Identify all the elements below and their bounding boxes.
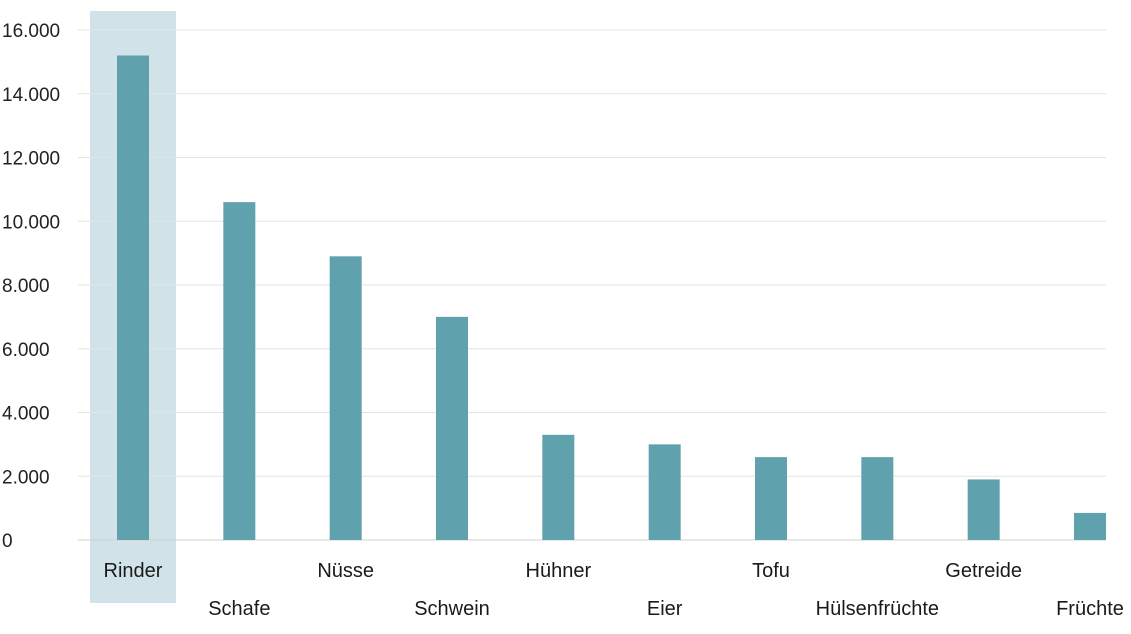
y-tick-label: 10.000 — [2, 212, 60, 233]
x-tick-label: Tofu — [752, 560, 790, 582]
bar[interactable] — [436, 316, 468, 540]
bar[interactable] — [1074, 512, 1106, 540]
x-tick-label: Schafe — [208, 598, 270, 620]
x-tick-label: Rinder — [104, 560, 163, 582]
y-tick-label: 8.000 — [2, 276, 50, 297]
bar[interactable] — [755, 457, 787, 540]
x-tick-label: Getreide — [945, 560, 1022, 582]
bar[interactable] — [117, 55, 149, 541]
bar[interactable] — [329, 256, 362, 540]
x-tick-label: Früchte — [1056, 598, 1124, 620]
y-tick-label: 12.000 — [2, 149, 60, 170]
bar[interactable] — [223, 202, 256, 540]
bar[interactable] — [648, 444, 681, 540]
x-tick-label: Schwein — [414, 598, 490, 620]
bar[interactable] — [861, 457, 894, 540]
y-tick-label: 2.000 — [2, 467, 50, 488]
bar[interactable] — [967, 479, 1000, 540]
y-tick-label: 0 — [2, 531, 13, 552]
x-tick-label: Hülsenfrüchte — [816, 598, 939, 620]
y-tick-label: 14.000 — [2, 85, 60, 106]
x-tick-label: Eier — [647, 598, 683, 620]
x-tick-label: Nüsse — [317, 560, 374, 582]
y-tick-label: 16.000 — [2, 21, 60, 42]
y-tick-label: 4.000 — [2, 404, 50, 425]
y-tick-label: 6.000 — [2, 340, 50, 361]
x-tick-label: Hühner — [526, 560, 592, 582]
bar[interactable] — [542, 434, 575, 540]
